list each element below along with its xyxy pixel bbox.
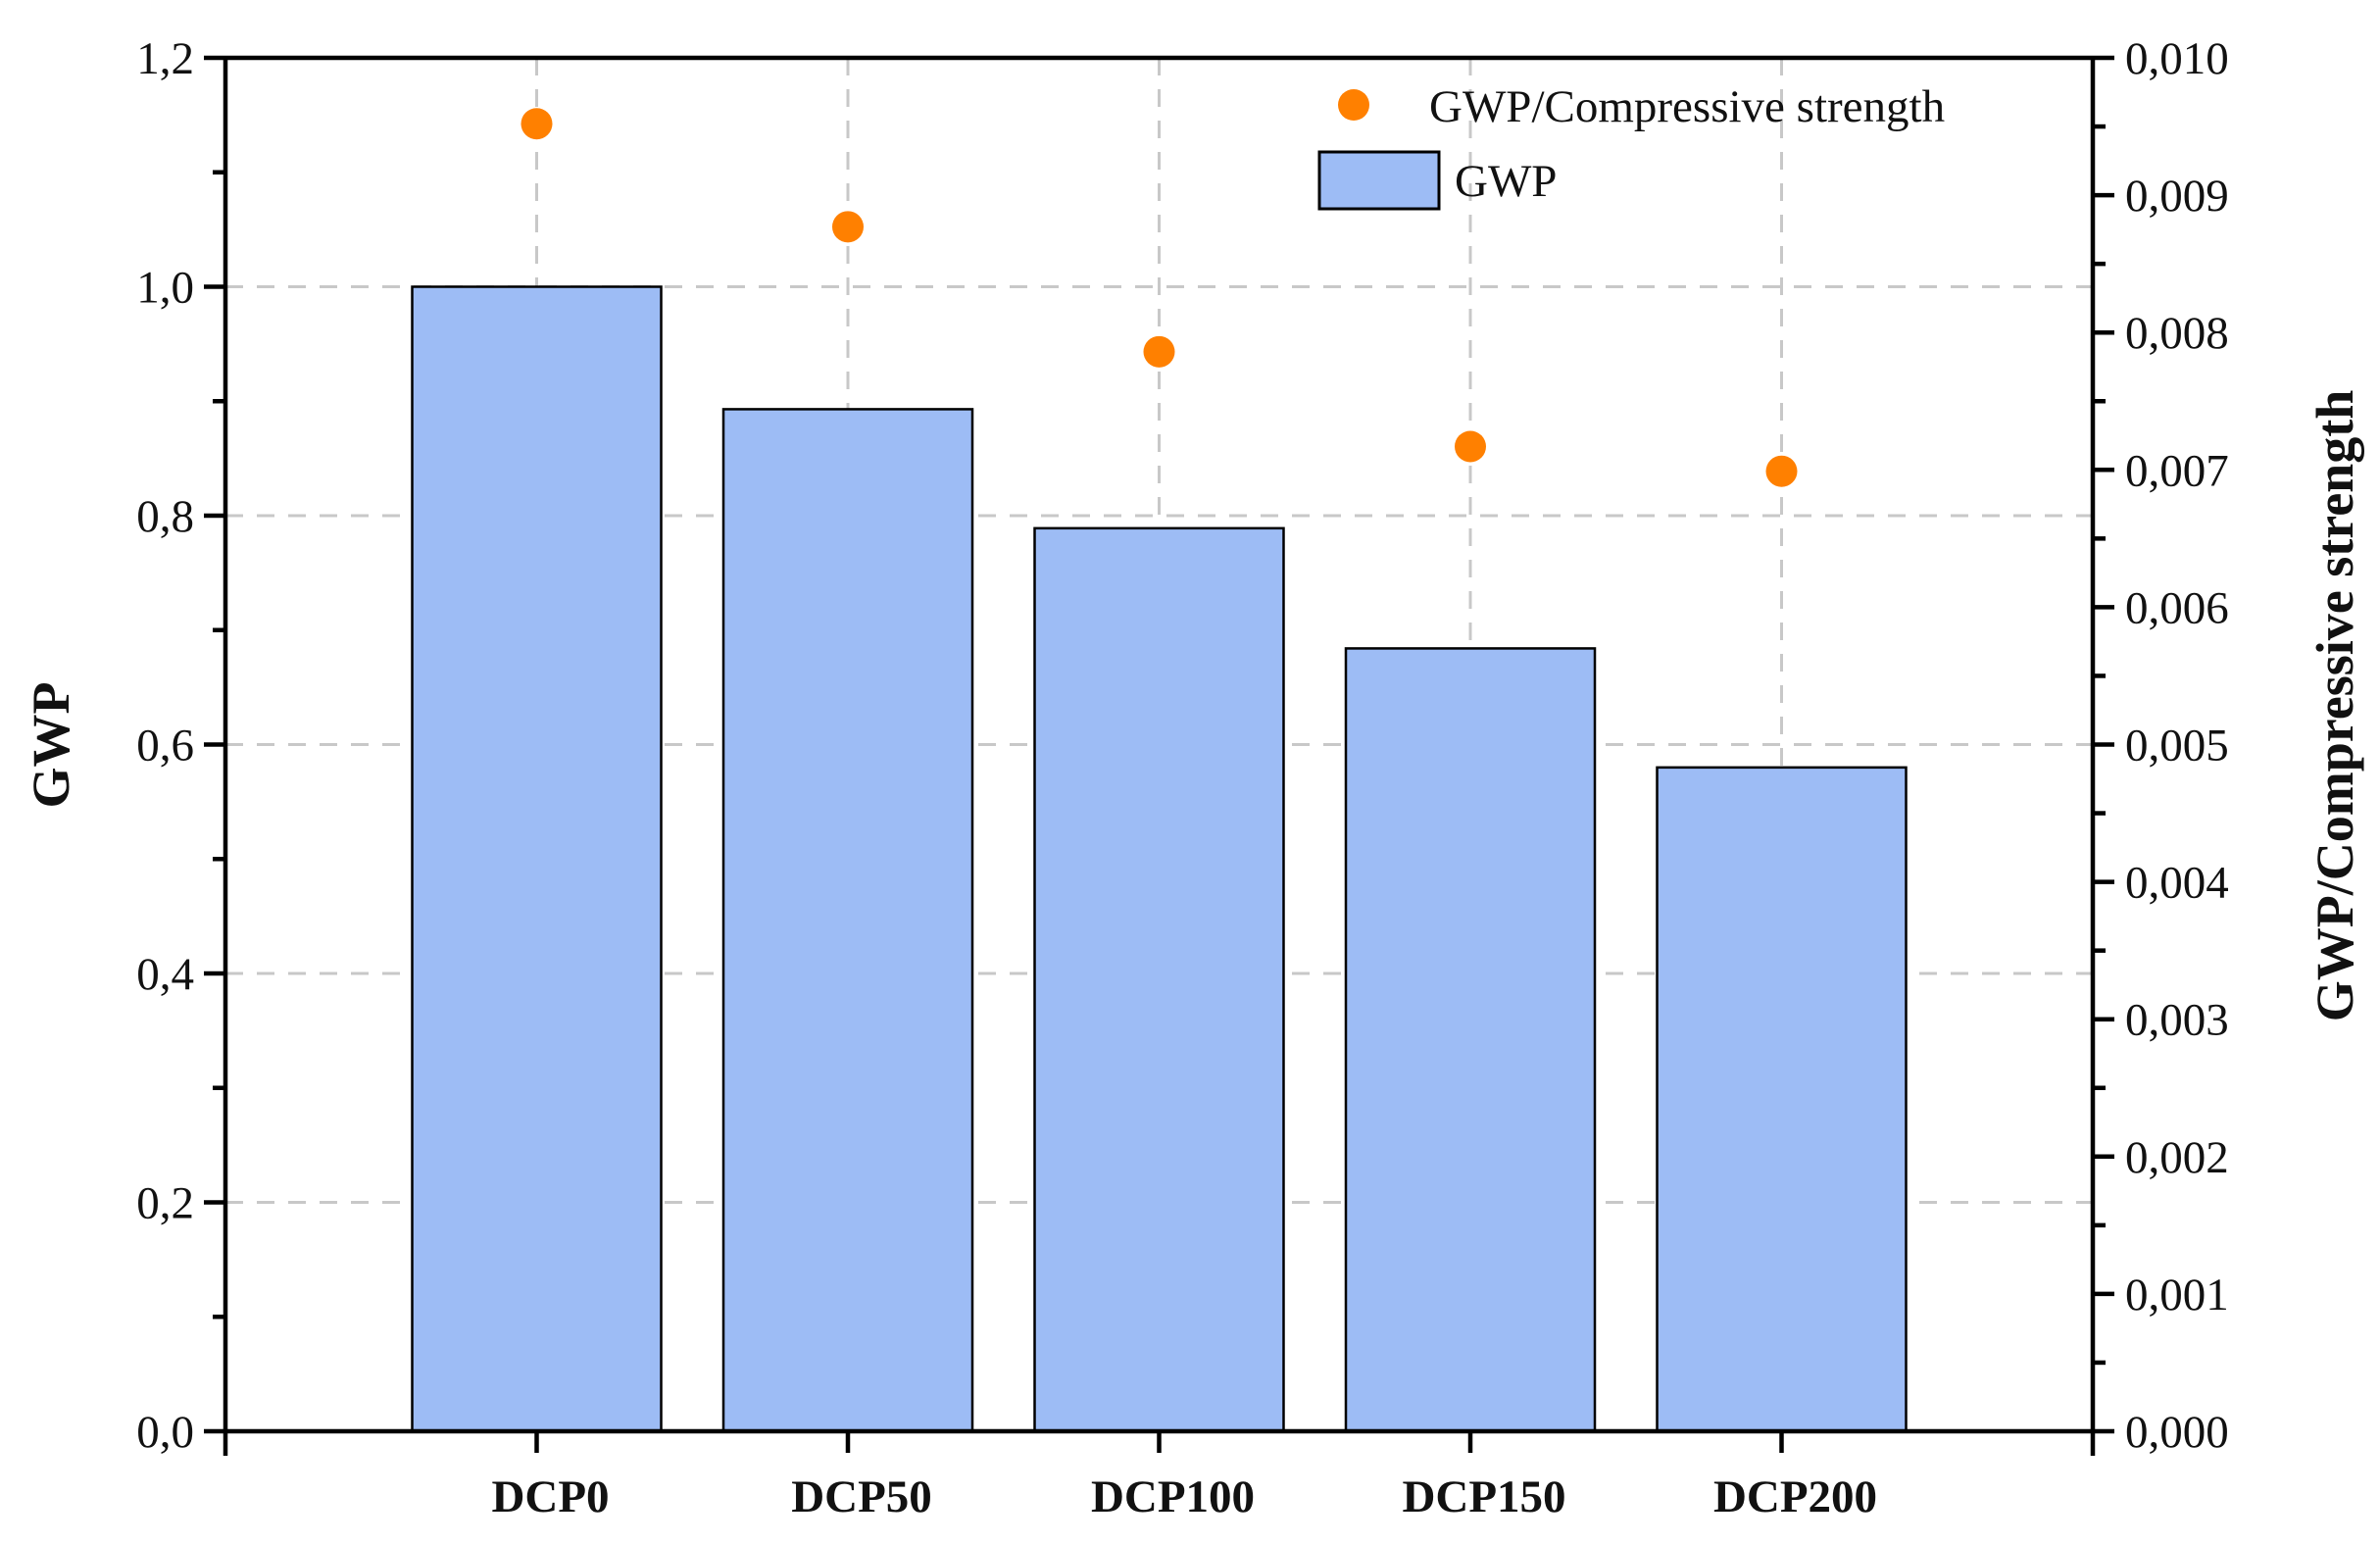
legend: GWP/Compressive strength GWP [1317, 81, 1945, 211]
y-right-tick-label: 0,009 [2125, 171, 2229, 222]
axes [204, 55, 2114, 1456]
y-tick-label: 0,0 [136, 1407, 194, 1458]
y-right-tick-label: 0,008 [2125, 308, 2229, 359]
y-tick-label: 0,2 [136, 1178, 194, 1229]
y-right-tick-label: 0,004 [2125, 858, 2229, 909]
bar-dcp100 [1033, 526, 1285, 1433]
y-tick-label: 0,4 [136, 949, 194, 1000]
point-dcp50 [832, 211, 864, 243]
x-tick-label: DCP0 [491, 1471, 609, 1522]
x-tick-label: DCP200 [1713, 1471, 1877, 1522]
point-dcp150 [1455, 430, 1486, 463]
y-right-tick-label: 0,002 [2125, 1132, 2229, 1183]
legend-marker-ratio [1338, 89, 1369, 121]
point-dcp100 [1143, 335, 1175, 368]
legend-label-ratio: GWP/Compressive strength [1429, 81, 1945, 132]
y-tick-label: 0,8 [136, 491, 194, 542]
y-right-tick-label: 0,005 [2125, 721, 2229, 772]
bar-dcp150 [1344, 647, 1597, 1433]
y-right-tick-label: 0,000 [2125, 1407, 2229, 1458]
tick-labels: 0,0 0,2 0,4 0,6 0,8 1,0 1,2 0,000 0,001 0,002 0,00… [136, 33, 2229, 1522]
x-tick-label: DCP100 [1091, 1471, 1255, 1522]
y-axis-right-title: GWP/Compressive strength [2306, 390, 2364, 1021]
bar-dcp50 [721, 408, 974, 1433]
y-right-tick-label: 0,006 [2125, 582, 2229, 633]
bars [411, 285, 1908, 1433]
y-tick-label: 0,6 [136, 721, 194, 772]
y-right-tick-label: 0,010 [2125, 33, 2229, 84]
bar-dcp200 [1656, 766, 1908, 1433]
legend-marker-gwp [1317, 150, 1441, 211]
y-axis-title: GWP [22, 682, 80, 809]
point-dcp200 [1765, 455, 1798, 487]
y-tick-label: 1,0 [136, 263, 194, 314]
points [521, 108, 1798, 487]
point-dcp0 [521, 108, 553, 140]
x-tick-label: DCP50 [791, 1471, 932, 1522]
bar-dcp0 [411, 285, 663, 1433]
y-right-tick-label: 0,001 [2125, 1270, 2229, 1320]
legend-label-gwp: GWP [1455, 156, 1557, 207]
y-right-tick-label: 0,003 [2125, 995, 2229, 1046]
x-tick-label: DCP150 [1402, 1471, 1565, 1522]
y-right-tick-label: 0,007 [2125, 445, 2229, 496]
y-tick-label: 1,2 [136, 33, 194, 84]
